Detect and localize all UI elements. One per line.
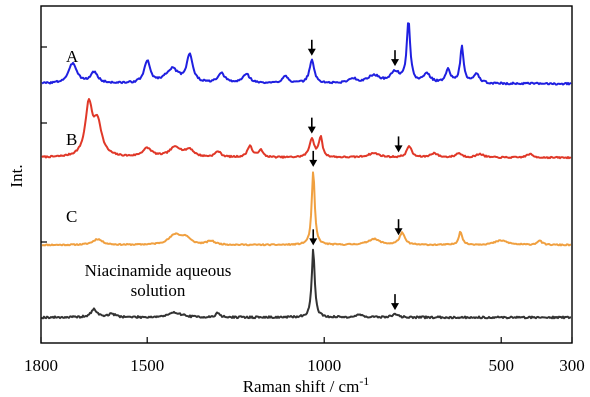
spectra-series	[41, 22, 572, 320]
peak-arrow-head	[307, 126, 316, 134]
peak-arrow-head	[391, 303, 399, 311]
series-label-line: solution	[131, 281, 186, 300]
plot-frame	[40, 5, 573, 344]
x-tick-label: 300	[559, 356, 585, 375]
x-tick-label: 500	[488, 356, 514, 375]
x-tick-labels: 1800 1500 1000 500 300	[24, 356, 585, 375]
series-line	[41, 22, 572, 86]
x-tick-label: 1800	[24, 356, 58, 375]
peak-arrow	[307, 117, 316, 134]
peak-arrow	[394, 219, 403, 236]
peak-arrow-head	[394, 228, 403, 236]
peak-arrow	[309, 229, 318, 246]
x-tick-label: 1000	[307, 356, 341, 375]
series-label: C	[66, 207, 77, 226]
peak-arrow	[391, 294, 399, 311]
series-labels: A B C Niacinamide aqueous solution	[66, 47, 231, 300]
peak-arrow-head	[307, 48, 316, 56]
series-line	[41, 98, 572, 160]
peak-arrow-head	[391, 59, 399, 67]
peak-arrows	[307, 39, 403, 311]
x-tick-label: 1500	[130, 356, 164, 375]
series-label: Niacinamide aqueous solution	[85, 261, 232, 300]
peak-arrow-head	[309, 159, 318, 167]
series-line	[41, 248, 572, 320]
peak-arrow-head	[394, 145, 403, 153]
axis-ticks	[40, 46, 573, 343]
y-axis-label: Int.	[7, 164, 26, 187]
peak-arrow	[307, 39, 316, 56]
x-axis-label: Raman shift / cm-1	[243, 374, 370, 396]
series-label-line: Niacinamide aqueous	[85, 261, 232, 280]
peak-arrow-head	[309, 238, 318, 246]
peak-arrow	[309, 150, 318, 167]
series-label: B	[66, 130, 77, 149]
peak-arrow	[391, 50, 399, 67]
peak-arrow	[394, 136, 403, 153]
series-line	[42, 171, 572, 247]
series-label: A	[66, 47, 79, 66]
